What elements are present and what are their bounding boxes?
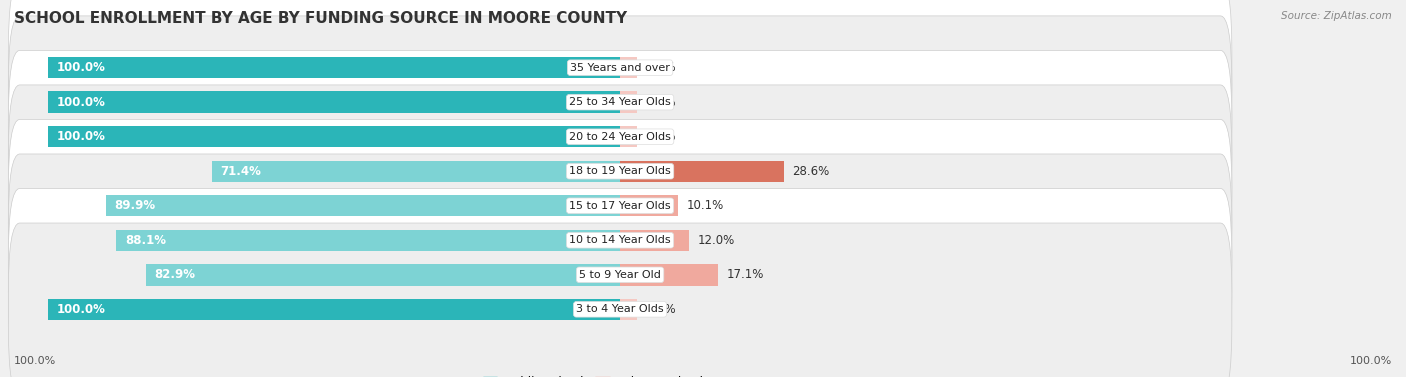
- Bar: [620, 161, 783, 182]
- Bar: [620, 195, 678, 216]
- Text: 0.0%: 0.0%: [645, 61, 675, 74]
- Bar: [48, 92, 620, 113]
- Legend: Public School, Private School: Public School, Private School: [482, 376, 703, 377]
- Text: 15 to 17 Year Olds: 15 to 17 Year Olds: [569, 201, 671, 211]
- Text: 10.1%: 10.1%: [686, 199, 724, 212]
- Text: 5 to 9 Year Old: 5 to 9 Year Old: [579, 270, 661, 280]
- Text: 0.0%: 0.0%: [645, 130, 675, 143]
- Bar: [620, 57, 637, 78]
- Text: 25 to 34 Year Olds: 25 to 34 Year Olds: [569, 97, 671, 107]
- Text: 88.1%: 88.1%: [125, 234, 166, 247]
- Text: 20 to 24 Year Olds: 20 to 24 Year Olds: [569, 132, 671, 142]
- FancyBboxPatch shape: [8, 0, 1232, 154]
- FancyBboxPatch shape: [8, 188, 1232, 361]
- Text: SCHOOL ENROLLMENT BY AGE BY FUNDING SOURCE IN MOORE COUNTY: SCHOOL ENROLLMENT BY AGE BY FUNDING SOUR…: [14, 11, 627, 26]
- Text: 17.1%: 17.1%: [727, 268, 763, 281]
- Text: 35 Years and over: 35 Years and over: [571, 63, 671, 73]
- Text: 0.0%: 0.0%: [645, 303, 675, 316]
- Text: 71.4%: 71.4%: [221, 165, 262, 178]
- Text: 100.0%: 100.0%: [14, 356, 56, 366]
- Bar: [146, 264, 620, 285]
- Bar: [620, 230, 689, 251]
- FancyBboxPatch shape: [8, 120, 1232, 292]
- Bar: [620, 126, 637, 147]
- FancyBboxPatch shape: [8, 85, 1232, 257]
- Text: 100.0%: 100.0%: [1350, 356, 1392, 366]
- Text: 82.9%: 82.9%: [155, 268, 195, 281]
- Text: 100.0%: 100.0%: [56, 96, 105, 109]
- Bar: [48, 126, 620, 147]
- Bar: [117, 230, 620, 251]
- Text: 18 to 19 Year Olds: 18 to 19 Year Olds: [569, 166, 671, 176]
- Bar: [48, 57, 620, 78]
- Bar: [48, 299, 620, 320]
- Text: 89.9%: 89.9%: [115, 199, 156, 212]
- FancyBboxPatch shape: [8, 51, 1232, 223]
- Text: 10 to 14 Year Olds: 10 to 14 Year Olds: [569, 235, 671, 245]
- Text: Source: ZipAtlas.com: Source: ZipAtlas.com: [1281, 11, 1392, 21]
- Text: 3 to 4 Year Olds: 3 to 4 Year Olds: [576, 304, 664, 314]
- FancyBboxPatch shape: [8, 16, 1232, 188]
- Bar: [620, 92, 637, 113]
- Bar: [212, 161, 620, 182]
- Text: 12.0%: 12.0%: [697, 234, 734, 247]
- Text: 100.0%: 100.0%: [56, 61, 105, 74]
- Text: 100.0%: 100.0%: [56, 130, 105, 143]
- Bar: [620, 264, 718, 285]
- FancyBboxPatch shape: [8, 154, 1232, 326]
- Bar: [105, 195, 620, 216]
- Text: 28.6%: 28.6%: [792, 165, 830, 178]
- Text: 100.0%: 100.0%: [56, 303, 105, 316]
- Text: 0.0%: 0.0%: [645, 96, 675, 109]
- Bar: [620, 299, 637, 320]
- FancyBboxPatch shape: [8, 223, 1232, 377]
